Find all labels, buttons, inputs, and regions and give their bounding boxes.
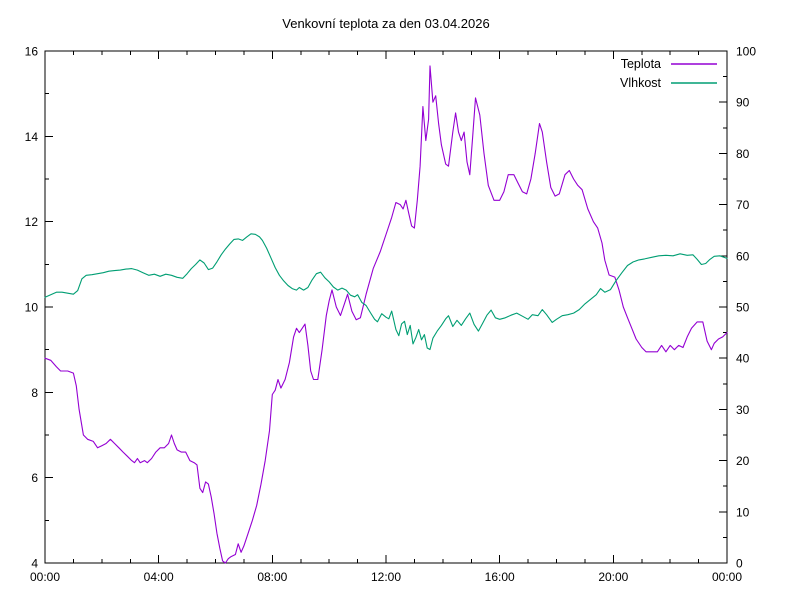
x-tick-label: 00:00 [30,570,60,584]
x-tick-label: 20:00 [598,570,628,584]
y-right-tick-label: 80 [736,147,750,161]
plot-generated: 00:00 04:00 08:00 12:00 16:00 20:00 00:0046810… [25,45,757,585]
y-left-tick-label: 16 [25,45,39,59]
x-tick-label: 04:00 [144,570,174,584]
chart-title: Venkovní teplota za den 03.04.2026 [282,16,489,31]
y-left-tick-label: 4 [31,557,38,571]
x-tick-label: 16:00 [485,570,515,584]
x-tick-label: 08:00 [257,570,287,584]
x-tick-label: 12:00 [371,570,401,584]
y-right-tick-label: 30 [736,403,750,417]
y-right-tick-label: 50 [736,301,750,315]
y-right-tick-label: 10 [736,505,750,519]
y-left-tick-label: 8 [31,386,38,400]
plot-frame [44,50,728,564]
y-left-tick-label: 12 [25,215,39,229]
series-vlhkost [44,233,728,351]
legend-label-vlhkost: Vlhkost [620,76,662,90]
y-right-tick-label: 90 [736,96,750,110]
y-right-tick-label: 100 [736,45,756,59]
y-left-tick-label: 14 [25,130,39,144]
y-left-tick-label: 6 [31,471,38,485]
y-right-tick-label: 40 [736,352,750,366]
x-tick-label: 00:00 [712,570,742,584]
y-right-tick-label: 0 [736,557,743,571]
series-teplota [44,65,728,564]
legend-label-teplota: Teplota [621,57,661,71]
y-right-tick-label: 70 [736,198,750,212]
y-right-tick-label: 20 [736,454,750,468]
y-left-tick-label: 10 [25,301,39,315]
y-right-tick-label: 60 [736,249,750,263]
